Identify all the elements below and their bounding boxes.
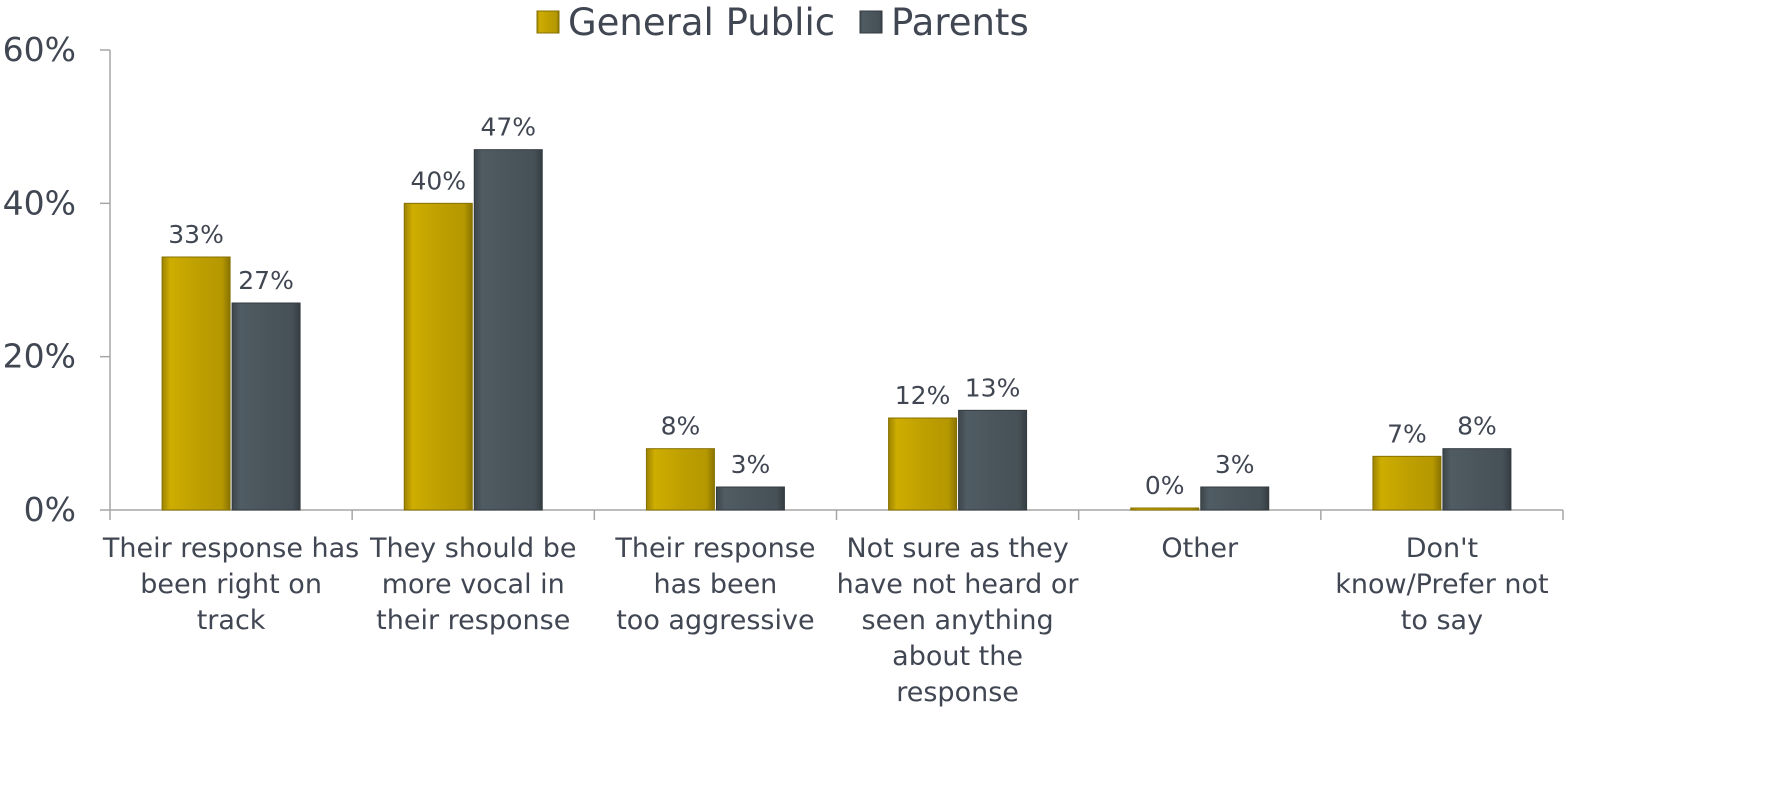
x-category-label-line: Don't (1406, 533, 1478, 564)
bar-parents (231, 302, 301, 511)
data-label: 13% (965, 373, 1021, 402)
bar-parents (715, 486, 785, 511)
x-category-label-line: their response (376, 605, 570, 636)
x-category-label-line: track (197, 605, 266, 636)
x-category-label: Their response has been right on track (102, 533, 359, 636)
bar-general-public (403, 202, 473, 511)
x-category-label: Their response has been too aggressive (614, 533, 815, 636)
bar-parents (958, 409, 1028, 511)
legend-label-parents: Parents (891, 1, 1029, 44)
x-category-label-line: has been (654, 569, 778, 600)
data-label: 8% (661, 412, 701, 441)
x-category-label-line: response (896, 677, 1019, 708)
x-category-label-line: Other (1161, 533, 1239, 564)
x-category-label-line: Their response has (102, 533, 359, 564)
bar-general-public (645, 448, 715, 511)
legend-swatch-parents (859, 10, 883, 34)
data-label: 33% (168, 220, 224, 249)
bar-general-public (161, 256, 231, 511)
x-category-label-line: about the (892, 641, 1023, 672)
x-category-label-line: know/Prefer not (1335, 569, 1548, 600)
bar-parents (1442, 448, 1512, 511)
data-label: 3% (731, 450, 771, 479)
x-category-label-line: more vocal in (382, 569, 565, 600)
data-label: 3% (1215, 450, 1255, 479)
data-label: 0% (1145, 471, 1185, 500)
x-category-label-line: seen anything (862, 605, 1054, 636)
bar-parents (1200, 486, 1270, 511)
y-tick-label: 0% (24, 490, 76, 529)
y-tick-label: 40% (3, 183, 76, 222)
x-category-label: Not sure as they have not heard or seen an… (837, 533, 1080, 708)
x-category-label-line: have not heard or (837, 569, 1080, 600)
x-category-label-line: been right on (140, 569, 322, 600)
data-label: 27% (238, 266, 294, 295)
legend-label-general-public: General Public (568, 1, 835, 44)
data-label: 7% (1387, 419, 1427, 448)
x-category-label-line: Not sure as they (846, 533, 1068, 564)
data-label: 8% (1457, 412, 1497, 441)
x-category-label-line: Their response (614, 533, 815, 564)
data-label: 40% (410, 166, 466, 195)
x-category-label-line: to say (1401, 605, 1483, 636)
y-tick-label: 60% (3, 30, 76, 69)
bar-general-public (1372, 455, 1442, 511)
legend-swatch-general-public (536, 10, 560, 34)
bar-general-public (1130, 507, 1200, 511)
x-category-label: Other (1161, 533, 1239, 564)
y-tick-label: 20% (3, 337, 76, 376)
data-label: 47% (480, 113, 536, 142)
x-category-label: Don't know/Prefer not to say (1335, 533, 1548, 636)
x-category-label-line: too aggressive (616, 605, 814, 636)
bar-parents (473, 149, 543, 511)
x-category-label: They should be more vocal in their respons… (369, 533, 577, 636)
bar-general-public (888, 417, 958, 511)
data-label: 12% (895, 381, 951, 410)
x-category-label-line: They should be (369, 533, 577, 564)
